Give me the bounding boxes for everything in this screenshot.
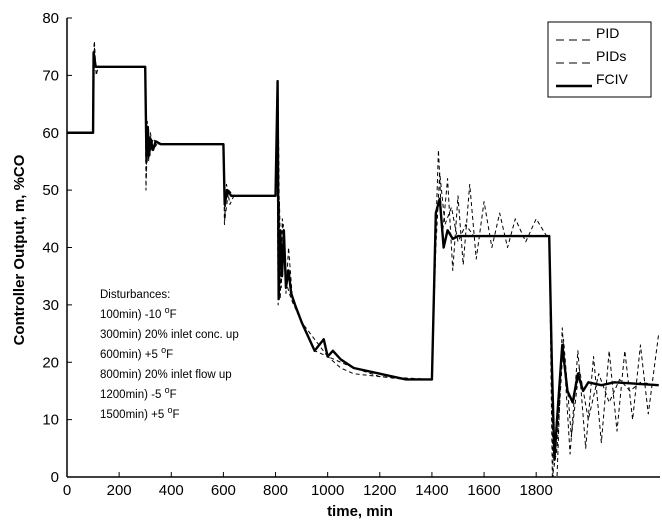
annotation-line: 1500min) +5 oF bbox=[100, 405, 180, 421]
annotation-text: 100min) -10 bbox=[100, 309, 165, 321]
legend-label: FCIV bbox=[596, 71, 629, 87]
x-tick-label: 400 bbox=[159, 482, 184, 499]
annotation-text: 1500min) +5 bbox=[100, 409, 167, 421]
x-tick-label: 200 bbox=[107, 482, 132, 499]
annotation-text: 800min) 20% inlet flow up bbox=[100, 369, 232, 381]
x-tick-label: 1200 bbox=[363, 482, 396, 499]
annotation-line: 300min) 20% inlet conc. up bbox=[100, 329, 239, 341]
series bbox=[67, 51, 659, 461]
annotation-text: 300min) 20% inlet conc. up bbox=[100, 329, 239, 341]
x-tick-label: 1400 bbox=[415, 482, 448, 499]
y-tick-label: 80 bbox=[42, 10, 59, 27]
x-tick-label: 600 bbox=[211, 482, 236, 499]
y-tick-label: 20 bbox=[42, 354, 59, 371]
annotation-text: 1200min) -5 bbox=[100, 389, 165, 401]
legend-label: PIDs bbox=[596, 48, 626, 64]
annotation-line: 100min) -10 oF bbox=[100, 305, 177, 321]
legend-box bbox=[547, 21, 652, 98]
annotation-title: Disturbances: bbox=[100, 289, 170, 301]
annotation-sup: o bbox=[167, 405, 172, 415]
legend-label: PID bbox=[596, 25, 619, 41]
y-axis-title: Controller Output, m, %CO bbox=[11, 154, 28, 345]
y-tick-label: 40 bbox=[42, 240, 59, 257]
x-tick-label: 800 bbox=[263, 482, 288, 499]
y-tick-label: 50 bbox=[42, 182, 59, 199]
annotation-unit: F bbox=[170, 389, 177, 401]
annotation-line: 600min) +5 oF bbox=[100, 345, 173, 361]
x-tick-label: 1800 bbox=[519, 482, 552, 499]
annotation-line: 800min) 20% inlet flow up bbox=[100, 369, 232, 381]
line bbox=[67, 51, 659, 461]
annotation-unit: F bbox=[170, 309, 177, 321]
x-tick-label: 0 bbox=[63, 482, 71, 499]
y-tick-label: 70 bbox=[42, 67, 59, 84]
y-tick-label: 10 bbox=[42, 412, 59, 429]
annotation-line: 1200min) -5 oF bbox=[100, 385, 177, 401]
annotation-unit: F bbox=[172, 409, 179, 421]
y-tick-label: 0 bbox=[51, 469, 59, 486]
legend: PID PIDs FCIV bbox=[547, 21, 652, 98]
x-axis-title: time, min bbox=[327, 503, 393, 520]
x-tick-label: 1000 bbox=[311, 482, 344, 499]
annotation-text: 600min) +5 bbox=[100, 349, 161, 361]
annotation-sup: o bbox=[165, 305, 170, 315]
y-tick-label: 60 bbox=[42, 125, 59, 142]
y-tick-label: 30 bbox=[42, 297, 59, 314]
annotation-unit: F bbox=[166, 349, 173, 361]
annotation-sup: o bbox=[165, 385, 170, 395]
annotation-sup: o bbox=[161, 345, 166, 355]
x-tick-label: 1600 bbox=[467, 482, 500, 499]
